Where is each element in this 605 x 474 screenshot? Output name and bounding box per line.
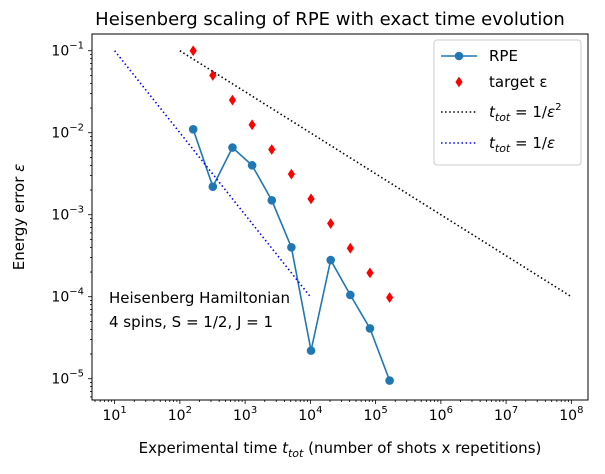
x-tick-label: 102 — [168, 405, 192, 424]
data-point — [326, 255, 335, 265]
legend: RPE target ε ttot = 1/ε2 ttot = 1/ε — [433, 39, 582, 166]
legend-box — [433, 39, 582, 166]
x-axis-label: Experimental time ttot (number of shots … — [139, 439, 542, 460]
x-tick-label: 101 — [103, 405, 127, 424]
y-tick-label: 10−1 — [51, 41, 84, 60]
data-point-diamond — [366, 267, 374, 279]
reference-line — [114, 50, 311, 298]
data-point — [385, 376, 394, 385]
data-point-diamond — [209, 70, 217, 81]
x-tick-label: 106 — [429, 405, 453, 424]
data-point-diamond — [248, 119, 256, 131]
axes-frame — [91, 33, 589, 401]
x-tick-label: 103 — [233, 405, 257, 424]
legend-entry-label: ttot = 1/ε2 — [489, 102, 561, 124]
data-point — [247, 161, 257, 170]
legend-entry-label: ttot = 1/ε — [489, 134, 555, 155]
data-point-diamond — [228, 94, 237, 106]
legend-marker — [454, 51, 464, 61]
data-point — [267, 195, 277, 205]
data-point — [287, 243, 296, 252]
data-point-diamond — [287, 168, 295, 180]
data-point-diamond — [327, 218, 335, 229]
data-point — [365, 324, 375, 333]
series-3 — [114, 50, 311, 298]
data-point — [208, 182, 218, 191]
legend-marker — [455, 76, 463, 88]
data-point-diamond — [268, 144, 276, 155]
series-0 — [188, 125, 394, 385]
y-tick-label: 10−5 — [51, 369, 84, 388]
y-tick-label: 10−4 — [51, 287, 84, 306]
data-point — [346, 290, 355, 300]
y-axis-label: Energy error ε — [10, 164, 28, 270]
legend-entry-label: target ε — [489, 73, 547, 91]
series-line — [192, 129, 391, 381]
annotation-line-2: 4 spins, S = 1/2, J = 1 — [109, 313, 273, 331]
data-point — [188, 125, 198, 134]
annotation-text: Heisenberg Hamiltonian 4 spins, S = 1/2, … — [109, 289, 290, 331]
plot-area — [114, 45, 572, 385]
x-tick-label: 105 — [364, 405, 388, 424]
legend-entry-label: RPE — [489, 47, 518, 65]
x-tick-label: 107 — [494, 405, 518, 424]
data-point-diamond — [189, 45, 197, 57]
data-point — [228, 143, 237, 152]
x-tick-label: 108 — [559, 405, 583, 424]
y-tick-label: 10−2 — [51, 123, 84, 142]
data-point-diamond — [346, 242, 354, 254]
series-1 — [189, 45, 394, 303]
data-point-diamond — [385, 292, 394, 303]
x-tick-label: 104 — [298, 405, 322, 424]
x-axis: 101 102 103 104 105 106 107 108 Experimental tim… — [94, 400, 583, 460]
y-tick-label: 10−3 — [51, 205, 84, 224]
chart-title: Heisenberg scaling of RPE with exact tim… — [95, 9, 565, 30]
annotation-line-1: Heisenberg Hamiltonian — [109, 289, 290, 307]
data-point — [306, 346, 316, 355]
data-point-diamond — [307, 193, 315, 205]
y-axis: 10−5 10−4 10−3 10−2 10−1 Energy error ε — [10, 41, 92, 398]
